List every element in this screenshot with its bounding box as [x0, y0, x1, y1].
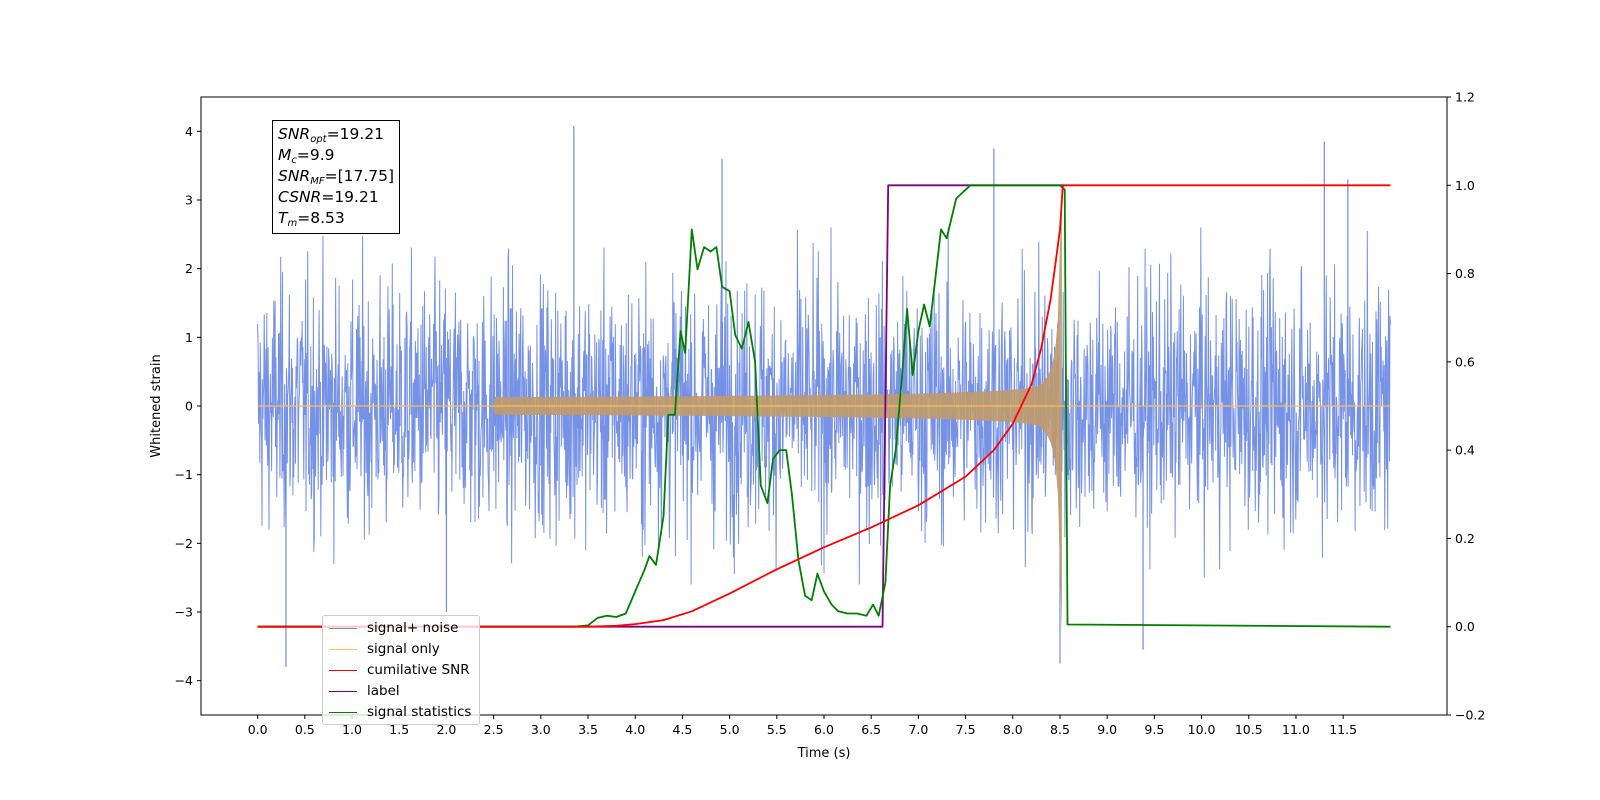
annotation-csnr: CSNR=19.21 [278, 188, 379, 206]
legend-swatch [329, 627, 357, 629]
x-tick-label: 2.5 [484, 722, 504, 737]
legend-swatch [329, 648, 357, 650]
y2-tick-label: 0.0 [1455, 619, 1475, 634]
legend-entry-signal-only: signal only [329, 639, 440, 659]
y-tick-label: 0 [185, 399, 193, 414]
x-tick-label: 10.0 [1188, 722, 1216, 737]
legend-swatch [329, 669, 357, 671]
annotation-snr-opt: SNRopt=19.21 [278, 125, 384, 145]
x-tick-label: 5.5 [767, 722, 787, 737]
y2-tick-label: −0.2 [1455, 708, 1485, 723]
y-tick-label: 2 [185, 261, 193, 276]
legend-entry-signal-noise: signal+ noise [329, 618, 458, 638]
y-axis-label: Whitened strain [149, 354, 164, 457]
y2-tick-label: 0.2 [1455, 531, 1475, 546]
x-tick-label: 11.5 [1329, 722, 1357, 737]
axis-ticks: 0.0 0.5 1.0 1.5 2.0 2.5 3.0 3.5 4.0 4.5 5.0 5.5 6.0 6… [175, 90, 1486, 738]
x-tick-label: 1.5 [389, 722, 409, 737]
annotation-snr-mf: SNRMF=[17.75] [278, 167, 395, 187]
y2-tick-label: 0.6 [1455, 354, 1475, 369]
x-tick-label: 11.0 [1282, 722, 1310, 737]
x-tick-label: 0.5 [295, 722, 315, 737]
x-tick-label: 8.5 [1050, 722, 1070, 737]
x-tick-label: 7.5 [956, 722, 976, 737]
legend-swatch [329, 711, 357, 713]
x-tick-label: 6.0 [814, 722, 834, 737]
x-tick-label: 0.0 [248, 722, 268, 737]
x-tick-label: 1.0 [342, 722, 362, 737]
legend-entry-cumulative-snr: cumilative SNR [329, 660, 470, 680]
y-tick-label: 3 [185, 193, 193, 208]
series-lines [257, 184, 1391, 628]
x-tick-label: 6.5 [861, 722, 881, 737]
legend-entry-label: label [329, 681, 400, 701]
x-tick-label: 3.5 [578, 722, 598, 737]
x-tick-label: 9.0 [1097, 722, 1117, 737]
signal-statistics-line [257, 184, 1391, 628]
y2-tick-label: 1.2 [1455, 90, 1475, 105]
x-tick-label: 3.0 [531, 722, 551, 737]
x-tick-label: 5.0 [720, 722, 740, 737]
x-tick-label: 10.5 [1235, 722, 1263, 737]
y-tick-label: −3 [175, 605, 193, 620]
y-tick-label: −4 [175, 673, 193, 688]
x-tick-label: 8.0 [1003, 722, 1023, 737]
series-signal-only [257, 179, 1391, 633]
snr-annotation-box: SNRopt=19.21 Mc=9.9 SNRMF=[17.75] CSNR=1… [272, 120, 401, 234]
annotation-tm: Tm=8.53 [278, 209, 345, 229]
noise-trace [257, 227, 1391, 585]
legend-swatch [329, 690, 357, 692]
cumulative-snr-line [257, 184, 1391, 628]
y-tick-label: 1 [185, 330, 193, 345]
y-tick-label: 4 [185, 124, 193, 139]
x-tick-label: 9.5 [1144, 722, 1164, 737]
x-tick-label: 2.0 [436, 722, 456, 737]
annotation-mc: Mc=9.9 [278, 146, 335, 166]
x-tick-label: 4.0 [625, 722, 645, 737]
y-tick-label: −1 [175, 467, 193, 482]
y2-tick-label: 0.4 [1455, 443, 1475, 458]
legend-entry-signal-statistics: signal statistics [329, 702, 471, 722]
legend: signal+ noise signal only cumilative SNR… [322, 615, 480, 725]
x-tick-label: 7.0 [908, 722, 928, 737]
x-axis-label: Time (s) [797, 746, 851, 761]
y2-tick-label: 1.0 [1455, 178, 1475, 193]
y2-tick-label: 0.8 [1455, 266, 1475, 281]
x-tick-label: 4.5 [672, 722, 692, 737]
y-tick-label: −2 [175, 536, 193, 551]
